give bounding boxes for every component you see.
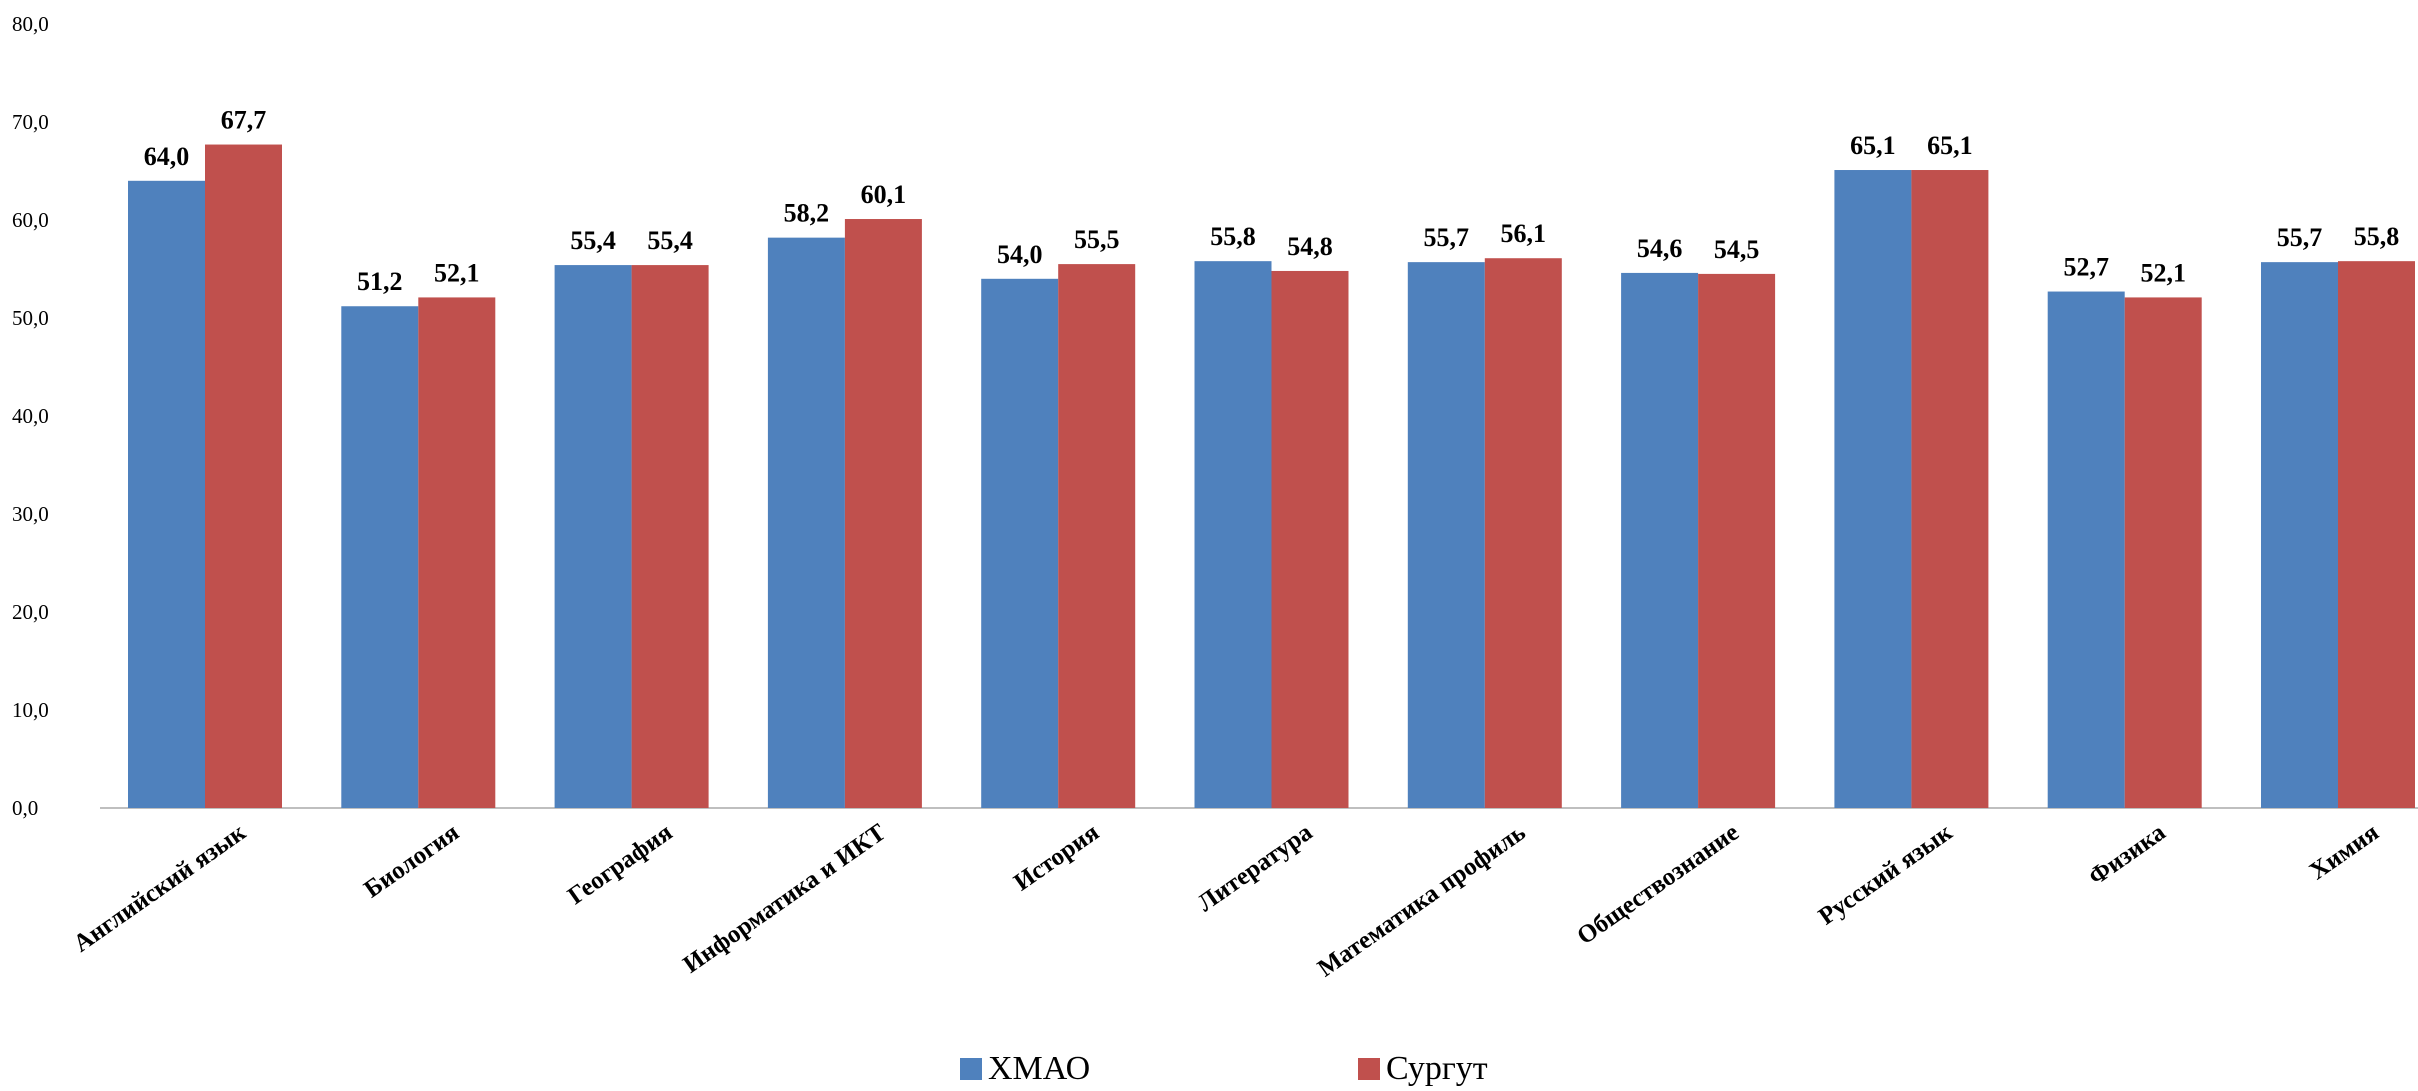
data-label: 58,2 [784, 199, 830, 228]
bar-surgut [1911, 170, 1989, 808]
bar-hmao [341, 306, 419, 808]
legend-swatch-hmao [960, 1058, 982, 1080]
legend-label-hmao: ХМАО [988, 1050, 1091, 1087]
data-label: 52,7 [2063, 253, 2109, 282]
data-label: 52,1 [434, 258, 480, 287]
bar-hmao [554, 265, 632, 809]
data-label: 65,1 [1927, 131, 1973, 160]
category-label: Обществознание [1572, 819, 1744, 950]
category-label: География [563, 819, 677, 910]
category-label: Физика [2084, 819, 2171, 891]
data-label: 64,0 [144, 142, 190, 171]
category-label: Литература [1193, 819, 1318, 918]
data-label: 55,7 [2277, 223, 2323, 252]
data-label: 55,4 [570, 226, 616, 255]
y-tick-label: 10,0 [12, 698, 49, 722]
y-tick-label: 60,0 [12, 208, 49, 232]
bar-surgut [631, 265, 709, 809]
data-label: 54,6 [1637, 234, 1683, 263]
data-label: 51,2 [357, 267, 403, 296]
data-label: 54,8 [1287, 232, 1333, 261]
data-label: 60,1 [861, 180, 907, 209]
legend-swatch-surgut [1358, 1058, 1380, 1080]
data-label: 52,1 [2140, 258, 2186, 287]
legend-item-hmao: ХМАО [960, 1050, 1090, 1088]
data-label: 55,7 [1424, 223, 1470, 252]
category-label: Информатика и ИКТ [678, 819, 891, 979]
bar-hmao [2047, 291, 2125, 808]
legend-label-surgut: Сургут [1386, 1050, 1488, 1087]
bar-surgut [205, 144, 282, 809]
bar-hmao [767, 237, 845, 808]
bar-surgut [418, 297, 496, 808]
data-label: 55,4 [647, 226, 693, 255]
category-label: Биология [359, 819, 464, 904]
bar-surgut [2124, 297, 2202, 808]
legend: ХМАО Сургут [0, 1050, 2418, 1090]
bar-surgut [1058, 264, 1136, 809]
data-label: 54,5 [1714, 235, 1760, 264]
y-tick-label: 0,0 [12, 796, 38, 820]
bar-hmao [1407, 262, 1485, 808]
data-label: 56,1 [1501, 219, 1547, 248]
data-label: 54,0 [997, 240, 1043, 269]
y-tick-label: 50,0 [12, 306, 49, 330]
bar-hmao [981, 278, 1059, 808]
data-label: 67,7 [221, 106, 267, 135]
category-label: Русский язык [1814, 818, 1958, 930]
bar-surgut [1271, 270, 1349, 809]
y-tick-label: 70,0 [12, 110, 49, 134]
bar-hmao [1834, 170, 1912, 808]
category-label: Химия [2305, 819, 2384, 886]
y-tick-label: 30,0 [12, 502, 49, 526]
bar-surgut [1698, 273, 1776, 808]
y-tick-label: 40,0 [12, 404, 49, 428]
category-label: Математика профиль [1313, 819, 1531, 983]
legend-item-surgut: Сургут [1358, 1050, 1488, 1088]
y-tick-label: 20,0 [12, 600, 49, 624]
bar-surgut [2338, 261, 2415, 808]
data-label: 55,5 [1074, 225, 1120, 254]
bar-hmao [1194, 261, 1272, 808]
data-label: 65,1 [1850, 131, 1896, 160]
bar-hmao [2261, 262, 2338, 808]
data-label: 55,8 [2354, 222, 2400, 251]
data-label: 55,8 [1210, 222, 1256, 251]
bar-hmao [128, 180, 205, 809]
category-label: Английский язык [69, 818, 252, 957]
y-tick-label: 80,0 [12, 12, 49, 36]
bar-hmao [1621, 272, 1699, 808]
category-label: История [1009, 819, 1104, 897]
bar-surgut [1484, 258, 1562, 809]
bar-surgut [844, 219, 922, 808]
